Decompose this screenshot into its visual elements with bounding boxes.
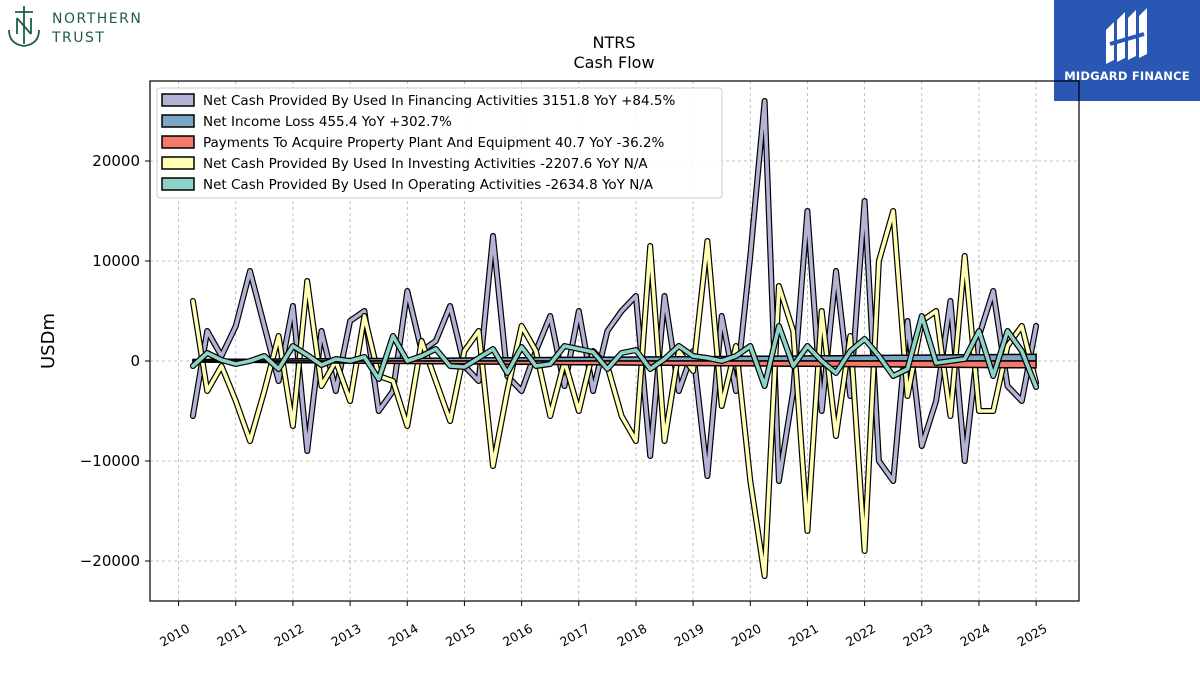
chart-subtitle: Cash Flow	[573, 53, 654, 72]
x-tick-label: 2018	[614, 621, 649, 650]
midgard-finance-logo: MIDGARD FINANCE	[1054, 0, 1200, 101]
logo-text-midgard-finance: MIDGARD FINANCE	[1064, 69, 1190, 83]
legend-label-0: Net Cash Provided By Used In Financing A…	[203, 93, 675, 109]
series-line-4	[191, 314, 1038, 389]
x-tick-label: 2023	[900, 621, 935, 650]
x-tick-label: 2024	[957, 621, 992, 650]
x-tick-label: 2012	[271, 621, 306, 650]
y-tick-label: 0	[130, 352, 140, 370]
y-tick-label: −20000	[80, 552, 140, 570]
x-tick-label: 2020	[729, 621, 764, 650]
x-tick-label: 2011	[214, 621, 249, 650]
legend-label-2: Payments To Acquire Property Plant And E…	[203, 135, 665, 151]
plot-frame	[149, 80, 1080, 602]
series-line-0	[191, 99, 1038, 483]
x-tick-label: 2013	[329, 621, 364, 650]
logo-text-trust: TRUST	[52, 30, 106, 46]
legend-swatch-0	[161, 93, 195, 107]
logo-text-northern: NORTHERN	[52, 11, 143, 27]
legend: Net Cash Provided By Used In Financing A…	[156, 87, 723, 199]
midgard-emblem-icon	[1106, 8, 1147, 64]
chart-title: NTRS	[592, 33, 635, 52]
legend-swatch-3	[161, 156, 195, 170]
legend-swatch-4	[161, 177, 195, 191]
x-tick-label: 2016	[500, 621, 535, 650]
y-tick-label: 10000	[92, 252, 140, 270]
legend-label-3: Net Cash Provided By Used In Investing A…	[203, 156, 648, 172]
x-tick-label: 2017	[557, 621, 592, 650]
y-tick-label: −10000	[80, 452, 140, 470]
northern-trust-logo: NORTHERN TRUST	[4, 4, 164, 52]
x-tick-label: 2025	[1015, 621, 1050, 650]
x-tick-label: 2010	[157, 621, 192, 650]
y-axis-ticks: 20000 10000 0 −10000 −20000	[80, 152, 150, 570]
series-lines	[189, 98, 1040, 579]
series-line-3	[191, 209, 1038, 578]
x-tick-label: 2015	[443, 621, 478, 650]
legend-swatch-1	[161, 114, 195, 128]
legend-label-4: Net Cash Provided By Used In Operating A…	[203, 177, 654, 193]
x-tick-label: 2019	[672, 621, 707, 650]
x-tick-label: 2014	[386, 621, 421, 650]
anchor-icon	[8, 6, 40, 47]
x-tick-label: 2021	[786, 621, 821, 650]
legend-label-1: Net Income Loss 455.4 YoY +302.7%	[203, 114, 452, 130]
legend-box	[156, 87, 723, 199]
legend-swatch-2	[161, 135, 195, 149]
x-tick-label: 2022	[843, 621, 878, 650]
x-axis-ticks: 2010 2011 2012 2013 2014 2015 2016 2017 2018 2019…	[157, 601, 1050, 650]
y-tick-label: 20000	[92, 152, 140, 170]
y-axis-label: USDm	[38, 313, 59, 369]
